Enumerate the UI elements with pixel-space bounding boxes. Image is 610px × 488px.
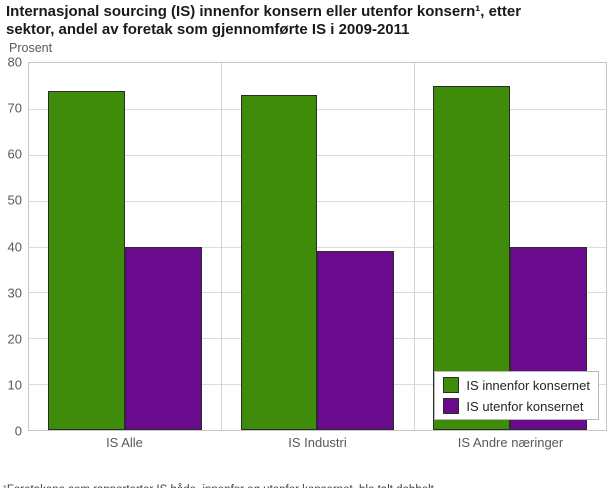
y-tick-label: 0 — [14, 423, 22, 439]
bar-utenfor-is-alle[interactable] — [125, 246, 203, 430]
chart-title-line1: Internasjonal sourcing (IS) innenfor kon… — [6, 3, 522, 20]
y-tick-label: 20 — [7, 331, 22, 347]
y-axis-unit-label: Prosent — [9, 41, 53, 55]
bar-innenfor-is-industri[interactable] — [240, 95, 318, 430]
plot-area: IS innenfor konsernet IS utenfor konsern… — [28, 62, 607, 431]
legend-label-innenfor: IS innenfor konsernet — [466, 377, 590, 393]
gridline-horizontal — [29, 108, 606, 110]
footnote-text: ¹Foretakene som rapporterter IS både inn… — [3, 483, 603, 488]
category-column-2 — [221, 63, 413, 430]
legend-item-is-innenfor-konsernet[interactable]: IS innenfor konsernet — [443, 377, 590, 393]
gridline-horizontal — [29, 154, 606, 156]
x-category-label-2: IS Industri — [288, 435, 347, 450]
y-tick-label: 30 — [7, 285, 22, 301]
footnotes: ¹Foretakene som rapporterter IS både inn… — [3, 455, 603, 488]
legend-swatch-green-icon — [443, 377, 460, 393]
legend-label-utenfor: IS utenfor konsernet — [466, 398, 584, 414]
bar-innenfor-is-alle[interactable] — [48, 90, 126, 430]
gridline-vertical — [413, 63, 415, 430]
legend-swatch-purple-icon — [443, 398, 460, 414]
y-tick-label: 70 — [7, 100, 22, 116]
x-axis-labels: IS Alle IS Industri IS Andre næringer — [28, 435, 607, 450]
y-tick-label: 60 — [7, 146, 22, 162]
gridline-horizontal — [29, 200, 606, 202]
y-tick-label: 80 — [7, 54, 22, 70]
category-column-1 — [29, 63, 221, 430]
y-axis: 0 10 20 30 40 50 60 70 80 — [0, 55, 22, 439]
legend-item-is-utenfor-konsernet[interactable]: IS utenfor konsernet — [443, 398, 590, 414]
chart-title-line2: sektor, andel av foretak som gjennomført… — [6, 21, 410, 38]
y-tick-label: 10 — [7, 377, 22, 393]
chart-title: Internasjonal sourcing (IS) innenfor kon… — [6, 3, 606, 39]
legend: IS innenfor konsernet IS utenfor konsern… — [434, 371, 599, 420]
gridline-horizontal — [29, 246, 606, 248]
gridline-vertical — [221, 63, 223, 430]
y-tick-label: 50 — [7, 192, 22, 208]
y-tick-label: 40 — [7, 239, 22, 254]
x-category-label-1: IS Alle — [106, 435, 143, 450]
x-category-label-3: IS Andre næringer — [457, 435, 564, 450]
bar-utenfor-is-industri[interactable] — [317, 251, 395, 430]
